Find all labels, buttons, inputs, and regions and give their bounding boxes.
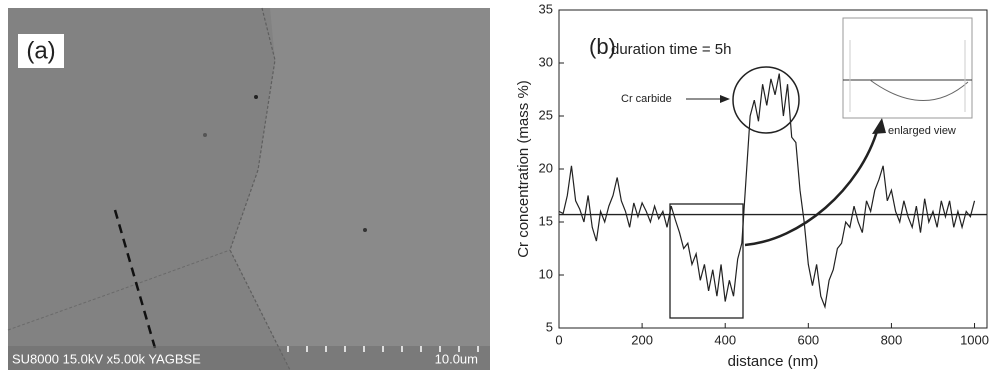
zoom-arrow: [744, 127, 880, 247]
x-tick-label: 200: [631, 332, 653, 347]
panel-label: (b): [589, 34, 616, 59]
inset: [842, 17, 973, 119]
x-axis-label: distance (nm): [728, 353, 819, 370]
subtitle: duration time = 5h: [611, 41, 732, 58]
particle: [203, 133, 207, 137]
panel-label-box: [18, 34, 64, 68]
y-tick-label: 35: [539, 1, 553, 16]
x-tick-label: 600: [797, 332, 819, 347]
annotation: enlarged view: [888, 125, 956, 137]
y-tick-label: 10: [539, 266, 553, 281]
x-tick-label: 1000: [960, 332, 989, 347]
zoom-box: [669, 203, 744, 319]
grain: [230, 8, 490, 370]
annotation: Cr carbide: [621, 93, 672, 105]
sem-info: SU8000 15.0kV x5.00k YAGBSE: [12, 351, 201, 366]
y-tick-label: 25: [539, 107, 553, 122]
y-tick-label: 15: [539, 213, 553, 228]
scan-line: [113, 209, 157, 349]
arrowhead: [872, 118, 886, 134]
data-line: [558, 73, 976, 310]
particle: [363, 228, 367, 232]
inset-curve: [869, 79, 969, 101]
scale-bar: [287, 346, 479, 352]
x-tick-label: 0: [555, 332, 562, 347]
scale-label: 10.0um: [435, 351, 478, 366]
grain-boundary: [229, 7, 291, 371]
grain-boundary: [7, 249, 231, 331]
y-tick-label: 30: [539, 54, 553, 69]
panel-label: (a): [26, 37, 55, 64]
y-axis-label: Cr concentration (mass %): [515, 80, 532, 258]
inset-frame: [842, 17, 973, 119]
inset-trace: [849, 40, 966, 112]
sem-image: (a) SU8000 15.0kV x5.00k YAGBSE 10.0um: [7, 7, 490, 371]
carbide-circle: [732, 66, 800, 134]
info-bar: [8, 346, 490, 370]
y-tick-label: 20: [539, 160, 553, 175]
particle: [254, 95, 258, 99]
y-tick-label: 5: [546, 319, 553, 334]
arrowhead: [720, 95, 730, 103]
x-tick-label: 400: [714, 332, 736, 347]
x-tick-label: 800: [881, 332, 903, 347]
